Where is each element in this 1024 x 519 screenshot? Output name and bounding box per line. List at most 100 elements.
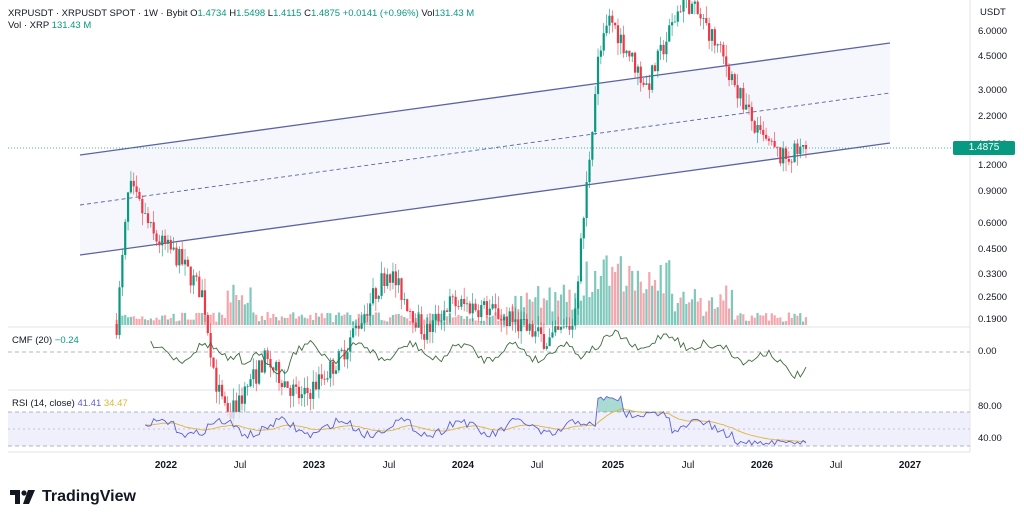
candle-body <box>468 303 471 314</box>
candle-body <box>240 395 244 404</box>
volume-bar <box>656 290 659 325</box>
brand-name: TradingView <box>42 488 136 505</box>
volume-bar <box>252 312 255 325</box>
volume-bar <box>628 265 631 325</box>
volume-bar <box>645 289 648 325</box>
volume-bar <box>263 319 266 325</box>
volume-bar <box>773 315 776 325</box>
volume-bar <box>782 321 785 325</box>
candle-body <box>243 386 246 404</box>
candle-body <box>716 44 719 46</box>
volume-bar <box>477 321 480 325</box>
cmf-label: CMF (20) <box>12 335 53 346</box>
volume-bar <box>465 316 469 325</box>
candle-body <box>434 313 437 321</box>
candle-body <box>198 276 201 298</box>
volume-bar <box>346 312 349 325</box>
volume-bar <box>525 292 528 325</box>
candle-body <box>585 182 588 219</box>
volume-bar <box>129 316 133 325</box>
volume-bar <box>779 317 782 325</box>
candle-body <box>554 326 557 333</box>
volume-bar <box>166 319 170 325</box>
volume-bar <box>485 315 489 325</box>
candle-body <box>582 218 585 239</box>
volume-bar <box>585 261 588 325</box>
candle-body <box>614 22 617 26</box>
volume-bar <box>272 313 275 325</box>
candle-body <box>272 367 275 371</box>
candle-body <box>497 308 500 320</box>
volume-legend[interactable]: Vol · XRP 131.43 M <box>8 20 91 31</box>
candle-body <box>454 296 457 307</box>
volume-bar <box>289 314 292 325</box>
candle-body <box>463 298 466 305</box>
candle-body <box>599 50 602 57</box>
volume-label: Vol · XRP <box>8 20 50 31</box>
volume-bar <box>303 317 306 325</box>
candle-body <box>129 180 133 193</box>
candle-body <box>528 324 531 331</box>
candle-body <box>596 56 600 95</box>
candle-body <box>277 362 281 384</box>
time-axis-tick: 2024 <box>451 460 475 471</box>
candle-body <box>636 66 640 73</box>
volume-bar <box>220 314 224 325</box>
volume-bar <box>326 313 329 325</box>
candle-body <box>440 320 443 322</box>
symbol-legend[interactable]: XRPUSDT · XRPUSDT SPOT · 1W · Bybit O1.4… <box>8 7 474 20</box>
rsi-legend[interactable]: RSI (14, close) 41.41 34.47 <box>12 398 128 409</box>
candle-body <box>705 18 708 24</box>
candle-body <box>551 332 554 338</box>
volume-bar <box>163 315 167 325</box>
channel-median-line[interactable] <box>79 92 891 206</box>
volume-bar <box>790 317 793 325</box>
time-axis-tick: Jul <box>233 460 247 471</box>
candle-body <box>511 311 514 322</box>
volume-bar <box>229 302 232 325</box>
channel-lower-line[interactable] <box>79 142 891 256</box>
candle-body <box>722 44 725 57</box>
candle-body <box>420 314 423 335</box>
volume-bar <box>702 315 705 325</box>
time-axis-tick: Jul <box>829 460 843 471</box>
candle-body <box>397 278 400 286</box>
price-axis-tick: 2.2000 <box>978 111 1008 122</box>
last-price-badge: 1.4875 <box>953 141 1015 155</box>
cmf-legend[interactable]: CMF (20) −0.24 <box>12 335 79 346</box>
volume-bars <box>115 255 808 325</box>
volume-bar <box>727 308 731 325</box>
candle-body <box>351 328 355 338</box>
candle-body <box>149 222 152 224</box>
candle-body <box>790 161 793 163</box>
candle-body <box>477 310 480 318</box>
candle-body <box>303 387 306 395</box>
candle-body <box>699 13 702 19</box>
candle-body <box>374 288 377 299</box>
candle-body <box>226 403 229 412</box>
close-label: C <box>304 8 311 19</box>
candle-body <box>337 350 340 371</box>
volume-bar <box>750 315 753 325</box>
channel-upper-line[interactable] <box>79 42 891 156</box>
candle-body <box>619 34 622 44</box>
volume-bar <box>759 315 762 325</box>
volume-bar <box>374 312 377 325</box>
symbol-name[interactable]: XRPUSDT · XRPUSDT SPOT · 1W · Bybit <box>8 8 188 19</box>
currency-label[interactable]: USDT <box>980 7 1006 18</box>
candle-body <box>565 325 568 327</box>
volume-bar <box>144 319 147 325</box>
candle-body <box>770 140 773 142</box>
tradingview-brand[interactable]: TradingView <box>10 488 136 506</box>
volume-bar <box>340 315 343 325</box>
price-axis-tick: 0.1900 <box>978 314 1008 325</box>
candle-body <box>710 29 714 41</box>
volume-bar <box>257 321 261 325</box>
candle-body <box>320 374 323 379</box>
volume-bar <box>614 271 617 325</box>
volume-bar <box>537 286 540 325</box>
close-value: 1.4875 <box>310 8 341 19</box>
volume-bar <box>673 311 677 325</box>
volume-bar <box>685 303 688 325</box>
